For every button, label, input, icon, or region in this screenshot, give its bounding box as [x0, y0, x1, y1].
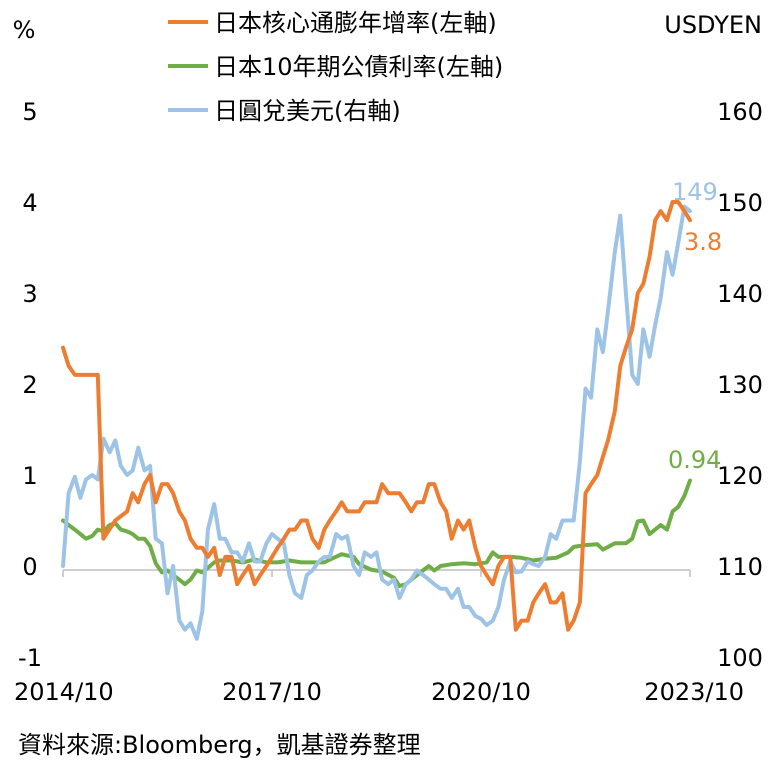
end-label-usdjpy: 149 [672, 178, 718, 206]
line-usdjpy [61, 204, 692, 641]
left-axis-unit-label: % [13, 16, 36, 44]
left-axis-tick-label: 4 [22, 189, 37, 217]
end-label-core-inflation: 3.8 [684, 228, 722, 256]
legend-label-usdjpy: 日圓兌美元(右軸) [214, 97, 401, 125]
right-axis-tick-label: 110 [717, 553, 763, 581]
left-axis-tick-label: 1 [22, 462, 37, 490]
left-axis-tick-label: 3 [22, 280, 37, 308]
left-axis-tick-label: 2 [22, 371, 37, 399]
right-axis-tick-label: 140 [717, 280, 763, 308]
left-axis-tick-label: 5 [22, 98, 37, 126]
x-axis-tick-label: 2023/10 [644, 678, 744, 706]
x-axis-tick-label: 2020/10 [431, 678, 531, 706]
right-axis-tick-label: 150 [717, 189, 763, 217]
source-note: 資料來源:Bloomberg，凱基證券整理 [18, 731, 421, 759]
x-axis-tick-label: 2017/10 [222, 678, 322, 706]
right-axis-tick-label: 160 [717, 98, 763, 126]
end-labels: 3.8 0.94 149 [668, 178, 722, 474]
series-lines [61, 200, 692, 641]
x-axis-tick-label: 2014/10 [14, 678, 114, 706]
line-jgb-10y [61, 478, 692, 588]
legend-label-jgb-10y: 日本10年期公債利率(左軸) [214, 53, 503, 81]
left-axis-tick-label: -1 [18, 644, 42, 672]
right-axis-tick-label: 120 [717, 462, 763, 490]
left-axis-tick-label: 0 [22, 553, 37, 581]
right-axis-tick-label: 100 [717, 644, 763, 672]
right-axis-ticks: 100 110 120 130 140 150 160 [717, 98, 763, 672]
x-axis-ticks: 2014/10 2017/10 2020/10 2023/10 [14, 570, 744, 706]
right-axis-tick-label: 130 [717, 371, 763, 399]
legend-label-core-inflation: 日本核心通膨年增率(左軸) [214, 9, 497, 37]
end-label-jgb-10y: 0.94 [668, 446, 721, 474]
legend: 日本核心通膨年增率(左軸) 日本10年期公債利率(左軸) 日圓兌美元(右軸) [168, 9, 503, 125]
line-core-inflation [61, 200, 692, 632]
left-axis-ticks: -1 0 1 2 3 4 5 [18, 98, 42, 672]
right-axis-unit-label: USDYEN [664, 11, 762, 39]
